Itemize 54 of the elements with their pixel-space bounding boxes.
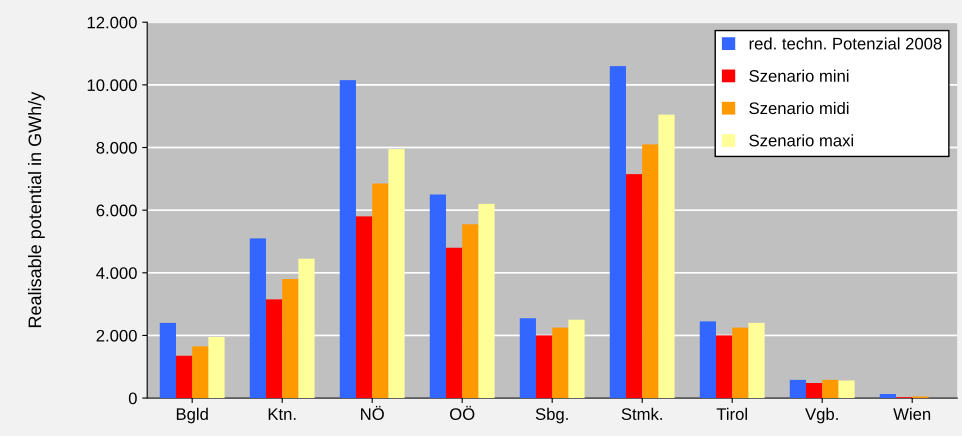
x-tick-label: Stmk. [622,408,662,420]
x-tick-label: Vgb. [805,408,838,424]
legend-label: Szenario maxi [749,134,854,146]
bar [176,356,192,398]
bar [838,380,855,398]
bar [340,80,356,398]
bar [160,322,176,398]
bar [806,383,822,398]
bar [732,328,748,398]
bar [610,66,626,398]
x-tick-label: OÖ [450,406,474,420]
y-tick-label: 4.000 [96,267,137,279]
bar [356,216,372,398]
bar [626,174,642,398]
bar [552,328,568,398]
bar [716,335,732,398]
y-tick-label: 12.000 [88,16,137,28]
bar [208,336,225,398]
y-tick-label: 2.000 [96,330,137,342]
x-tick-label: Sbg. [536,408,568,424]
x-tick-label: Tirol [716,408,747,420]
bar [822,380,838,398]
y-tick-label: 6.000 [96,204,137,216]
bar [520,318,536,398]
bar [478,204,495,398]
bar [568,320,585,398]
bar [250,238,266,398]
bar [700,321,716,398]
bar [658,114,675,398]
x-tick-label: Wien [893,408,930,420]
bar [536,335,552,398]
bar [192,346,208,398]
bar [748,322,765,398]
y-tick-label: 0 [128,392,137,404]
x-tick-label: NÖ [361,406,384,420]
bar [430,194,446,398]
bar [446,248,462,398]
x-tick-label: Ktn. [268,408,296,420]
bar [372,184,388,398]
legend-label: Szenario midi [749,102,848,114]
bar [642,144,658,398]
y-axis-title: Realisable potential in GWh/y [28,92,45,328]
bar [388,149,405,398]
x-tick-label: Bgld [176,408,208,424]
y-tick-label: 8.000 [96,142,137,154]
bar [790,380,806,398]
bar [880,394,896,398]
bar [462,224,478,398]
bar [266,299,282,398]
bar [282,279,298,398]
legend-label: Szenario mini [749,70,848,82]
y-tick-label: 10.000 [88,79,137,92]
legend-label: red. techn. Potenzial 2008 [750,37,942,50]
bar [298,258,315,398]
